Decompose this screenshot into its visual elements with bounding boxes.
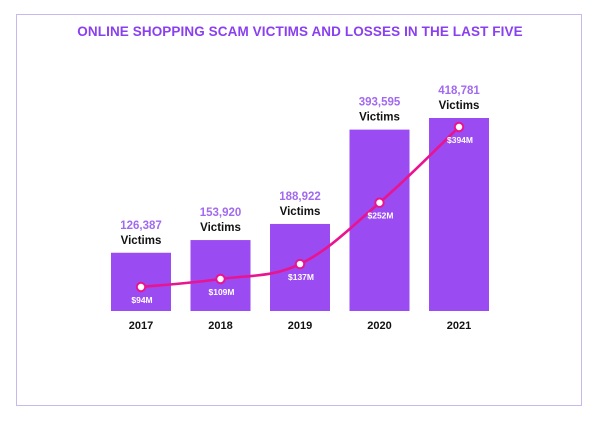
loss-point-2021 (453, 121, 465, 133)
x-tick-2017: 2017 (129, 320, 153, 332)
victims-count-2018: 153,920 (200, 207, 242, 219)
x-tick-2018: 2018 (208, 320, 232, 332)
victims-label-2017: Victims (121, 235, 162, 247)
victims-label-2020: Victims (359, 112, 400, 124)
victims-count-2021: 418,781 (438, 85, 480, 97)
loss-point-2020 (374, 197, 385, 208)
loss-label-2021: $394M (447, 135, 473, 145)
loss-label-2018: $109M (209, 287, 235, 297)
chart-title: ONLINE SHOPPING SCAM VICTIMS AND LOSSES … (77, 24, 523, 39)
loss-label-2017: $94M (131, 295, 152, 305)
victims-label-2019: Victims (280, 206, 321, 218)
loss-label-2020: $252M (368, 211, 394, 221)
victims-count-2019: 188,922 (279, 191, 321, 203)
victims-count-2020: 393,595 (359, 97, 401, 109)
victims-label-2021: Victims (439, 100, 480, 112)
victims-count-2017: 126,387 (120, 220, 162, 232)
loss-point-2019 (294, 258, 306, 270)
x-tick-2020: 2020 (367, 320, 391, 332)
loss-point-2018 (215, 273, 226, 285)
loss-label-2019: $137M (288, 272, 314, 282)
bar-2021 (429, 118, 489, 311)
x-tick-2021: 2021 (447, 320, 471, 332)
loss-point-2017 (135, 281, 147, 293)
x-tick-2019: 2019 (288, 320, 312, 332)
victims-label-2018: Victims (200, 222, 241, 234)
